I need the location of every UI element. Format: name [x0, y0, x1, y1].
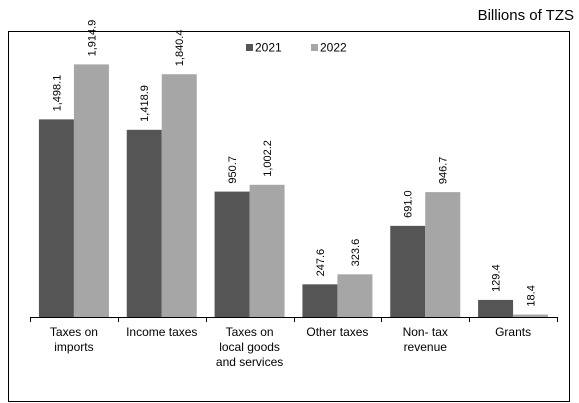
bar-2021-2 — [214, 191, 250, 317]
bar-2022-4 — [425, 192, 461, 317]
data-label-2022-0: 1,914.9 — [86, 20, 98, 57]
bar-2022-3 — [337, 274, 373, 317]
bar-2021-4 — [390, 225, 426, 317]
bar-2021-0 — [38, 119, 74, 317]
data-label-2021-4: 691.0 — [403, 190, 415, 218]
bar-2022-1 — [161, 74, 197, 317]
category-label-0-line-1: imports — [54, 340, 93, 354]
bar-2021-1 — [126, 129, 162, 317]
legend: 2021 2022 — [246, 41, 347, 55]
data-label-2022-5: 18.4 — [526, 285, 538, 306]
category-label-3-line-0: Other taxes — [306, 325, 368, 339]
data-label-2021-3: 247.6 — [315, 249, 327, 277]
legend-swatch-2022 — [311, 44, 318, 51]
category-label-4-line-0: Non- tax — [403, 325, 448, 339]
data-label-2021-1: 1,418.9 — [139, 85, 151, 122]
data-label-2022-2: 1,002.2 — [262, 140, 274, 177]
category-label-4-line-1: revenue — [404, 340, 448, 354]
data-label-2021-2: 950.7 — [227, 156, 239, 184]
unit-label: Billions of TZS — [478, 7, 574, 24]
category-label-0-line-0: Taxes on — [50, 325, 98, 339]
legend-label-2022: 2022 — [320, 41, 347, 55]
legend-label-2021: 2021 — [255, 41, 282, 55]
chart-frame — [8, 31, 570, 402]
bar-2022-0 — [73, 64, 109, 317]
category-label-2-line-2: and services — [216, 355, 283, 369]
category-label-5-line-0: Grants — [495, 325, 531, 339]
data-label-2022-1: 1,840.4 — [174, 30, 186, 67]
category-label-2-line-0: Taxes on — [226, 325, 274, 339]
legend-swatch-2021 — [246, 44, 253, 51]
data-label-2021-5: 129.4 — [491, 264, 503, 292]
data-labels-group: 1,498.1 1,914.9 1,418.9 1,840.4 950.7 1,002.2… — [51, 20, 537, 307]
data-label-2022-3: 323.6 — [350, 239, 362, 267]
bars-group — [38, 64, 549, 317]
bar-2022-5 — [513, 314, 549, 317]
data-label-2022-4: 946.7 — [438, 157, 450, 185]
category-label-2-line-1: local goods — [219, 340, 280, 354]
category-label-1-line-0: Income taxes — [126, 325, 197, 339]
bar-2021-5 — [478, 299, 514, 317]
bar-2021-3 — [302, 284, 338, 317]
bar-2022-2 — [249, 184, 285, 317]
data-label-2021-0: 1,498.1 — [51, 75, 63, 112]
x-axis-ticks — [30, 317, 558, 322]
